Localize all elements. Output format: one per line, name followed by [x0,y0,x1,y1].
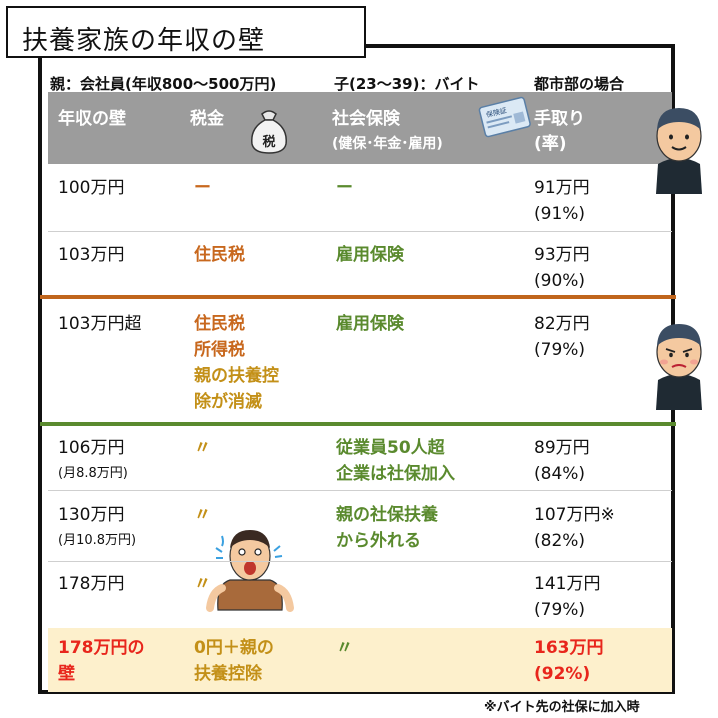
row1-rate: (91%) [534,204,586,224]
row2-rate: (90%) [534,271,586,291]
row7-tax-2: 扶養控除 [194,664,262,684]
parent-condition: 親：会社員(年収800～500万円) [50,75,277,93]
row7-wall-1: 178万円の [58,638,145,658]
row2-takehome: 93万円 [534,245,590,265]
row5-insurance-2: から外れる [336,531,421,551]
worried-man-icon [656,324,702,410]
header-wall: 年収の壁 [58,109,126,129]
row4-insurance-1: 従業員50人超 [336,438,445,458]
page-title: 扶養家族の年収の壁 [22,26,266,56]
insurance-threshold-line [40,422,676,426]
row4-wall-monthly: (月8.8万円) [58,466,128,481]
row7-rate: (92%) [534,664,591,684]
row3-tax-4: 除が消滅 [194,392,262,412]
row2-insurance: 雇用保険 [336,245,404,265]
row5-rate: (82%) [534,531,586,551]
row3-tax-1: 住民税 [194,314,245,334]
row7-tax-1: 0円＋親の [194,638,274,658]
money-bag-label: 税 [262,134,275,150]
shocked-man-icon [206,530,294,612]
header-insurance-sub: (健保･年金･雇用) [332,136,443,152]
row2-wall: 103万円 [58,245,125,265]
row1-insurance: ー [336,178,353,198]
table-header [48,92,672,164]
row4-wall: 106万円 [58,438,125,458]
header-takehome: 手取り [534,109,585,129]
footnote: ※バイト先の社保に加入時 [484,700,640,715]
title-box: 扶養家族の年収の壁 [6,6,366,58]
row3-wall: 103万円超 [58,314,142,334]
row6-tax: 〃 [194,574,211,594]
row5-tax: 〃 [194,505,211,525]
row7-insurance: 〃 [336,638,353,658]
row4-rate: (84%) [534,464,586,484]
row4-insurance-2: 企業は社保加入 [336,464,455,484]
row-divider [48,231,672,232]
row7-wall-2: 壁 [58,664,75,684]
row2-tax: 住民税 [194,245,245,265]
row3-insurance: 雇用保険 [336,314,404,334]
row1-tax: ー [194,178,211,198]
row3-takehome: 82万円 [534,314,590,334]
tax-threshold-line [40,295,676,299]
row6-wall: 178万円 [58,574,125,594]
row-divider [48,490,672,491]
row4-tax: 〃 [194,438,211,458]
row1-takehome: 91万円 [534,178,590,198]
row6-rate: (79%) [534,600,586,620]
header-takehome-sub: (率) [534,134,567,154]
row5-wall-monthly: (月10.8万円) [58,533,137,548]
row-divider [48,561,672,562]
happy-man-icon [656,108,702,194]
row5-wall: 130万円 [58,505,125,525]
row3-tax-2: 所得税 [194,340,245,360]
money-bag-icon: 税 [251,110,287,154]
header-tax: 税金 [190,109,224,129]
child-condition: 子(23～39)：バイト [334,75,480,93]
highlight-row-bg [48,628,672,692]
row5-takehome: 107万円※ [534,505,615,525]
insurance-card-icon: 保険証 [478,96,531,138]
header-insurance: 社会保険 [332,109,400,129]
region-note: 都市部の場合 [534,75,625,93]
row4-takehome: 89万円 [534,438,590,458]
row5-insurance-1: 親の社保扶養 [336,505,438,525]
row3-tax-3: 親の扶養控 [194,366,279,386]
row7-takehome: 163万円 [534,638,604,658]
row3-rate: (79%) [534,340,586,360]
row6-takehome: 141万円 [534,574,601,594]
row1-wall: 100万円 [58,178,125,198]
